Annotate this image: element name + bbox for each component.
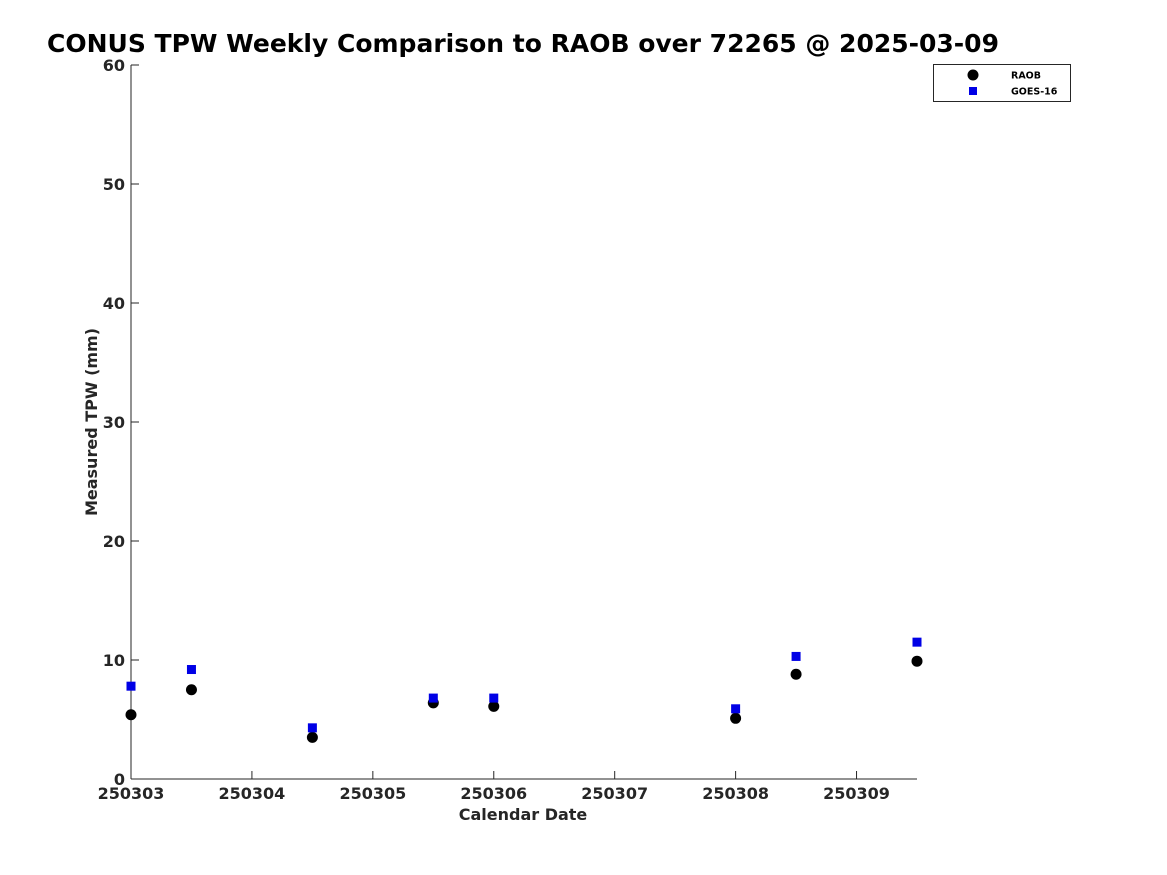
point-goes-16 [307,723,317,733]
x-axis-label: Calendar Date [459,805,588,824]
x-tick-label: 250308 [702,784,769,803]
y-tick-label: 60 [103,56,125,75]
x-tick-label: 250303 [98,784,165,803]
y-axis-label: Measured TPW (mm) [82,328,101,516]
point-goes-16 [731,704,741,714]
point-raob [730,712,742,724]
point-raob [790,668,802,680]
x-tick-label: 250306 [460,784,527,803]
y-tick-label: 30 [103,413,125,432]
y-tick-label: 0 [114,770,125,789]
point-goes-16 [489,693,499,703]
data-points [125,637,923,743]
point-raob [488,700,500,712]
y-ticks: 0 10 20 30 40 50 60 [103,56,139,789]
point-raob [185,684,197,696]
point-goes-16 [186,665,196,675]
legend-marker-raob [967,69,979,81]
y-tick-label: 50 [103,175,125,194]
x-tick-label: 250309 [823,784,890,803]
point-goes-16 [791,651,801,661]
y-tick-label: 20 [103,532,125,551]
legend: RAOB GOES-16 [933,64,1071,102]
point-raob [911,655,923,667]
point-raob [125,709,137,721]
legend-box [933,64,1071,102]
x-ticks: 250303 250304 250305 250306 250307 250308 2503… [98,771,890,803]
y-tick-label: 10 [103,651,125,670]
legend-marker-goes16 [969,87,977,95]
y-tick-label: 40 [103,294,125,313]
x-tick-label: 250304 [219,784,286,803]
x-tick-label: 250305 [339,784,406,803]
point-goes-16 [126,681,136,691]
legend-label-raob: RAOB [1011,71,1041,82]
point-goes-16 [428,693,438,703]
point-raob [306,731,318,743]
point-goes-16 [912,637,922,647]
legend-label-goes16: GOES-16 [1011,87,1058,98]
chart-title: CONUS TPW Weekly Comparison to RAOB over… [47,29,999,58]
x-tick-label: 250307 [581,784,648,803]
